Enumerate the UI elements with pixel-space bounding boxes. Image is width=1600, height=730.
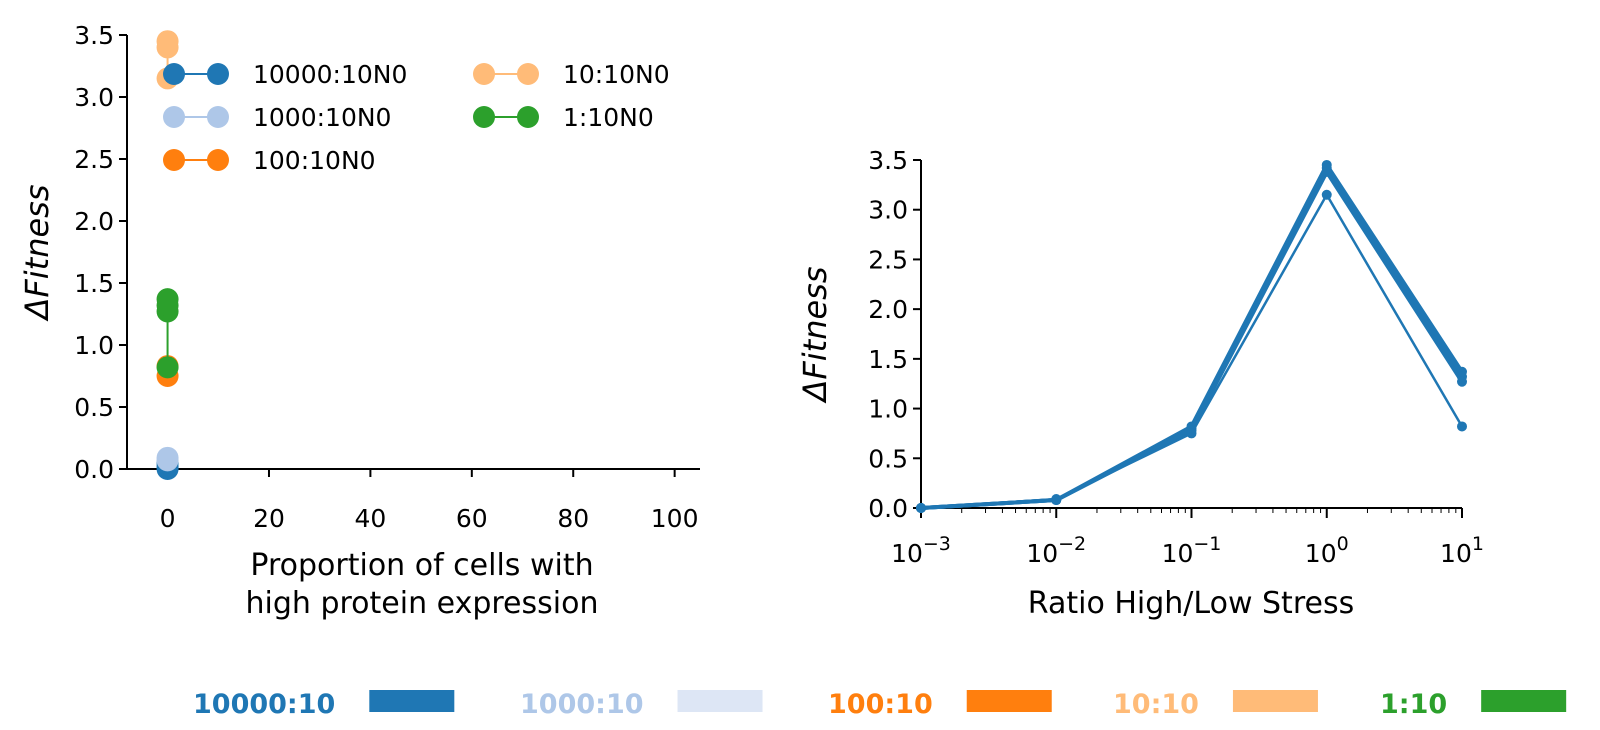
x-axis-label: high protein expression (246, 586, 599, 621)
series-line (920, 169, 1464, 510)
y-tick-label: 3.5 (74, 21, 114, 50)
y-tick-label: 0.5 (868, 444, 908, 473)
data-point (1051, 494, 1062, 505)
data-point (156, 446, 179, 469)
series-line (920, 193, 1464, 510)
x-tick-label: 101 (1440, 533, 1484, 568)
x-tick-label: 100 (1305, 533, 1349, 568)
data-point (1321, 166, 1332, 177)
y-tick-label: 2.0 (868, 295, 908, 324)
data-point (1457, 376, 1467, 387)
legend-marker (473, 63, 495, 85)
legend-marker (207, 149, 229, 171)
legend-marker (163, 149, 185, 171)
data-point (1457, 421, 1467, 432)
y-tick-label: 0.5 (74, 393, 114, 422)
legend-color-bar (369, 690, 455, 712)
y-tick-label: 2.0 (74, 207, 114, 236)
series-line (920, 165, 1464, 510)
legend-label: 1:10N0 (563, 103, 654, 132)
legend-marker (207, 106, 229, 128)
x-tick-label: 40 (354, 504, 386, 533)
x-axis-label: Proportion of cells with (250, 548, 593, 583)
legend-label: 10000:10 (193, 689, 335, 720)
left-plot: 0.0 0.5 1.0 1.5 2.0 2.5 3.0 3.5 0 20 40 60 80 100 Prop… (18, 21, 700, 621)
legend-marker (473, 106, 495, 128)
x-tick-label: 80 (557, 504, 589, 533)
data-point (156, 356, 179, 379)
legend-label: 1:10 (1380, 689, 1447, 720)
y-tick-label: 3.0 (868, 196, 908, 225)
x-tick-label: 20 (253, 504, 285, 533)
legend-marker (517, 63, 539, 85)
y-tick-label: 1.0 (868, 395, 908, 424)
y-tick-label: 0.0 (868, 494, 908, 523)
legend-label: 1000:10 (520, 689, 644, 720)
legend-label: 10:10 (1113, 689, 1199, 720)
y-tick-label: 2.5 (868, 245, 908, 274)
x-tick-label: 60 (456, 504, 488, 533)
y-tick-label: 0.0 (74, 455, 114, 484)
legend-color-bar (677, 690, 763, 712)
x-tick-label: 100 (651, 504, 699, 533)
data-point (156, 30, 179, 53)
legend-label: 100:10N0 (253, 146, 376, 175)
x-axis-label: Ratio High/Low Stress (1028, 586, 1354, 621)
x-tick-label: 10−3 (891, 533, 951, 568)
legend-label: 100:10 (828, 689, 933, 720)
x-tick-label: 10−2 (1026, 533, 1086, 568)
y-tick-label: 1.5 (868, 345, 908, 374)
legend-marker (163, 63, 185, 85)
data-point (916, 503, 926, 513)
y-axis-label: ΔFitness (18, 184, 56, 322)
right-plot: 0.0 0.5 1.0 1.5 2.0 2.5 3.0 3.5 10−3 10−2 10−1 100 1… (796, 146, 1484, 621)
y-tick-label: 1.5 (74, 269, 114, 298)
legend-marker (207, 63, 229, 85)
legend-label: 1000:10N0 (253, 103, 391, 132)
data-point (1186, 428, 1197, 439)
series-line (920, 162, 1464, 510)
x-tick-label: 10−1 (1162, 533, 1222, 568)
legend-color-bar (1481, 690, 1567, 712)
y-tick-label: 3.5 (868, 146, 908, 175)
y-tick-label: 2.5 (74, 145, 114, 174)
legend-color-bar (1232, 690, 1318, 712)
legend-label: 10000:10N0 (253, 60, 407, 89)
x-tick-label: 0 (160, 504, 176, 533)
data-point (156, 288, 179, 311)
legend-marker (163, 106, 185, 128)
legend-label: 10:10N0 (563, 60, 670, 89)
legend-marker (517, 106, 539, 128)
y-tick-label: 3.0 (74, 83, 114, 112)
bottom-legend: 10000:10 1000:10 100:10 10:10 1:10 (193, 689, 1567, 720)
data-point (1321, 189, 1332, 200)
y-axis-label: ΔFitness (796, 266, 834, 404)
legend-color-bar (966, 690, 1052, 712)
y-tick-label: 1.0 (74, 331, 114, 360)
